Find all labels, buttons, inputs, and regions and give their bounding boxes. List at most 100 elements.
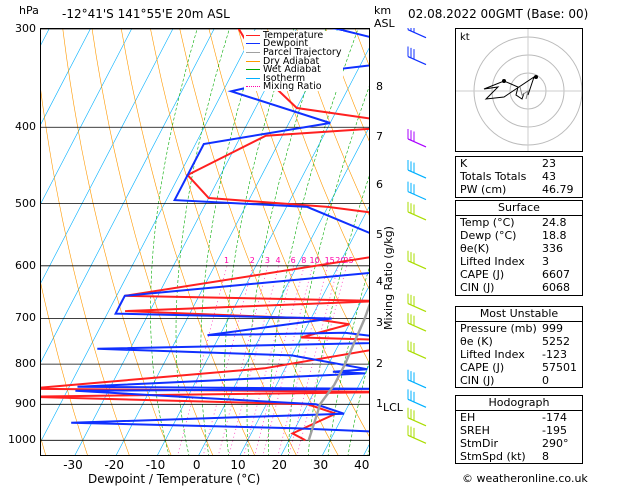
- row-label: StmDir: [460, 436, 499, 450]
- legend-swatch: [246, 34, 260, 36]
- temperature-tick-label: 0: [192, 458, 201, 472]
- legend-swatch: [246, 60, 260, 62]
- mixing-ratio-line: [243, 265, 294, 455]
- row-value: 0: [542, 374, 549, 388]
- table-row: CAPE (J) 6607: [456, 268, 582, 281]
- row-label: EH: [460, 410, 476, 424]
- mixing-ratio-label: 2: [250, 256, 255, 265]
- legend-swatch: [246, 77, 260, 79]
- legend-swatch: [246, 51, 260, 53]
- wind-barb: [407, 313, 427, 332]
- wind-barb: [407, 181, 427, 201]
- pressure-tick-label: 800: [15, 357, 36, 371]
- km-tick-label: 1: [376, 397, 383, 411]
- pressure-tick-label: 1000: [8, 433, 36, 447]
- mixing-ratio-label: 10: [310, 256, 320, 265]
- wind-barbs: [407, 28, 427, 444]
- km-tick-label: 8: [376, 80, 383, 94]
- datetime-label: 02.08.2022 00GMT (Base: 00): [408, 7, 589, 21]
- row-value: -195: [542, 423, 567, 437]
- legend-item: Mixing Ratio: [246, 81, 341, 93]
- table-row: CIN (J) 6068: [456, 281, 582, 294]
- table-row: PW (cm) 46.79: [456, 183, 582, 196]
- table-row: Lifted Index 3: [456, 255, 582, 268]
- legend-label: Isotherm: [263, 72, 306, 84]
- wind-barb: [407, 160, 427, 179]
- table-row: EH -174: [456, 411, 582, 424]
- dry-adiabat-line: [41, 90, 130, 455]
- row-label: Dewp (°C): [460, 228, 517, 242]
- isotherm-line: [41, 29, 174, 284]
- km-tick-label: 7: [376, 130, 383, 144]
- lcl-label: LCL: [383, 401, 403, 414]
- isotherm-line: [41, 29, 215, 363]
- temperature-tick-label: 20: [271, 458, 287, 472]
- pressure-tick-label: 600: [15, 258, 36, 272]
- table-row: Totals Totals 43: [456, 170, 582, 183]
- legend-item: Dewpoint: [246, 39, 341, 49]
- row-label: Temp (°C): [460, 215, 515, 229]
- legend-item: Parcel Trajectory: [246, 48, 341, 57]
- row-label: Totals Totals: [460, 170, 527, 184]
- mixing-ratio-line: [288, 265, 339, 455]
- legend-swatch: [246, 86, 260, 88]
- mixing-ratio-label: 6: [291, 256, 296, 265]
- row-label: CAPE (J): [460, 268, 505, 282]
- legend-item: Temperature: [246, 31, 341, 40]
- hodograph-table: Hodograph EH -174 SREH -195 StmDir 290° StmSpd…: [455, 395, 583, 465]
- legend-item: Wet Adiabat: [246, 65, 341, 74]
- row-label: CAPE (J): [460, 361, 505, 375]
- table-row: StmSpd (kt) 8: [456, 450, 582, 463]
- table-row: CAPE (J) 57501: [456, 361, 582, 374]
- isotherm-line: [41, 29, 132, 204]
- dry-adiabat-line: [267, 29, 369, 290]
- mixing-ratio-line: [177, 265, 228, 455]
- dry-adiabat-line: [296, 29, 369, 216]
- hodograph: kt: [455, 28, 583, 152]
- table-row: θe(K) 336: [456, 242, 582, 255]
- table-row: Lifted Index -123: [456, 348, 582, 361]
- wind-barb: [407, 46, 427, 66]
- wet-adiabat-line: [150, 29, 198, 455]
- row-label: SREH: [460, 423, 490, 437]
- row-value: 23: [542, 157, 556, 170]
- temperature-tick-label: 30: [312, 458, 329, 472]
- isotherm-line: [41, 29, 91, 125]
- row-value: -123: [542, 347, 567, 361]
- series-dewpoint: [71, 29, 369, 433]
- row-value: 999: [542, 321, 563, 335]
- wind-barb: [407, 293, 427, 313]
- row-label: Lifted Index: [460, 255, 525, 269]
- wind-barb: [407, 389, 427, 408]
- row-value: 336: [542, 241, 563, 255]
- row-value: 57501: [542, 361, 577, 375]
- mixing-ratio-line: [262, 265, 313, 455]
- row-label: K: [460, 157, 468, 170]
- mixing-ratio-label: 20: [335, 256, 345, 265]
- km-tick-label: 3: [376, 316, 383, 330]
- hodograph-kt-label: kt: [460, 32, 470, 43]
- km-tick-label: 6: [376, 178, 383, 192]
- km-tick-label: 4: [376, 275, 383, 289]
- legend-label: Mixing Ratio: [263, 81, 322, 93]
- wet-adiabat-line: [200, 29, 262, 455]
- row-value: 8: [542, 450, 549, 464]
- mixing-ratio-label: 3: [265, 256, 270, 265]
- km-tick-label: 2: [376, 357, 383, 371]
- mixing-ratio-line: [228, 265, 279, 455]
- km-tick-label: 5: [376, 227, 383, 241]
- surface-table: Surface Temp (°C) 24.8 Dewp (°C) 18.8 θe(K) 3…: [455, 200, 583, 296]
- mixing-ratio-axis-label: Mixing Ratio (g/kg): [382, 226, 395, 330]
- dry-adiabat-line: [41, 437, 47, 455]
- row-value: 3: [542, 255, 549, 269]
- wind-barb: [407, 425, 427, 444]
- wet-adiabat-line: [288, 86, 369, 455]
- temperature-tick-label: -20: [104, 458, 125, 472]
- row-value: 6068: [542, 281, 570, 295]
- asl-label: ASL: [374, 17, 395, 30]
- isotherm-line: [280, 285, 369, 455]
- footer-credit: © weatheronline.co.uk: [462, 472, 588, 485]
- x-axis-label: Dewpoint / Temperature (°C): [88, 472, 261, 486]
- dry-adiabat-line: [237, 29, 369, 364]
